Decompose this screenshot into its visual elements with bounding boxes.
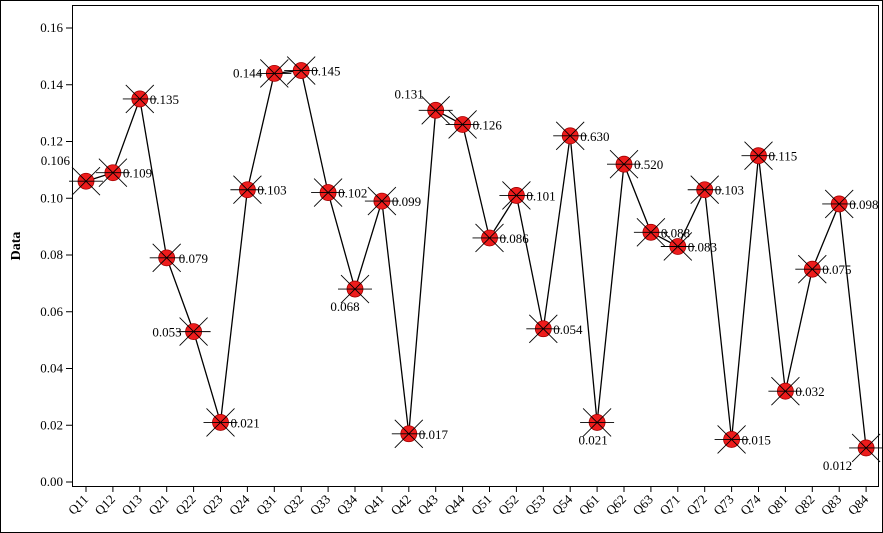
data-point xyxy=(230,175,265,205)
data-point xyxy=(687,175,722,205)
data-point xyxy=(741,141,776,171)
data-label: 0.109 xyxy=(123,166,152,181)
series-markers xyxy=(69,56,883,463)
data-label: 0.053 xyxy=(152,325,181,340)
data-point xyxy=(311,178,346,207)
data-label: 0.115 xyxy=(769,149,798,164)
data-label: 0.520 xyxy=(634,157,663,172)
data-label: 0.630 xyxy=(580,129,609,144)
data-label: 0.145 xyxy=(311,64,340,79)
data-point xyxy=(714,425,749,454)
data-label: 0.102 xyxy=(338,186,367,201)
y-tick-label: 0.00 xyxy=(40,474,63,489)
data-label: 0.098 xyxy=(849,197,878,212)
data-point xyxy=(149,243,184,273)
data-label: 0.131 xyxy=(394,86,423,101)
y-axis: 0.00 0.02 0.04 0.06 0.08 0.10 0.12 0.14 0.16 xyxy=(40,20,72,489)
y-tick-label: 0.14 xyxy=(40,77,63,92)
y-tick-label: 0.06 xyxy=(40,304,63,319)
data-point xyxy=(849,433,883,463)
data-labels: 0.106 0.109 0.135 0.079 0.053 0.021 0.103 0.144… xyxy=(41,64,879,473)
data-point xyxy=(580,408,615,437)
data-point xyxy=(364,186,399,216)
data-point xyxy=(284,56,319,85)
series-line xyxy=(85,69,867,448)
data-label: 0.068 xyxy=(330,299,359,314)
data-label: 0.103 xyxy=(715,183,744,198)
data-point xyxy=(633,217,668,247)
data-label: 0.075 xyxy=(822,262,851,277)
data-point xyxy=(768,376,803,406)
data-label: 0.106 xyxy=(41,153,71,168)
data-label: 0.099 xyxy=(392,194,421,209)
data-point xyxy=(795,254,830,284)
data-point xyxy=(526,314,561,344)
data-point xyxy=(257,59,292,88)
data-point xyxy=(445,110,480,139)
data-point xyxy=(472,223,507,253)
data-label: 0.021 xyxy=(231,415,260,430)
data-label: 0.088 xyxy=(661,225,690,240)
data-label: 0.054 xyxy=(553,322,583,337)
data-label: 0.144 xyxy=(233,65,263,80)
data-label: 0.126 xyxy=(473,117,503,132)
y-tick-label: 0.08 xyxy=(40,247,63,262)
data-point xyxy=(822,189,857,219)
data-label: 0.015 xyxy=(742,432,771,447)
data-label: 0.012 xyxy=(823,458,852,473)
y-tick-label: 0.12 xyxy=(40,134,63,149)
plot-area xyxy=(72,5,879,487)
data-point xyxy=(660,232,695,261)
data-point xyxy=(391,419,426,449)
data-point xyxy=(203,408,238,437)
data-point xyxy=(176,317,211,346)
data-label: 0.103 xyxy=(257,183,286,198)
data-point xyxy=(499,181,534,210)
data-label: 0.083 xyxy=(688,239,717,254)
data-point xyxy=(553,121,588,151)
data-point xyxy=(95,158,130,188)
data-point xyxy=(418,95,453,125)
data-label: 0.135 xyxy=(150,92,179,107)
data-label: 0.101 xyxy=(526,188,555,203)
data-point xyxy=(69,166,103,196)
y-tick-label: 0.16 xyxy=(40,20,63,35)
data-label: 0.032 xyxy=(795,384,824,399)
y-tick-label: 0.10 xyxy=(40,190,63,205)
series-path xyxy=(85,69,867,448)
data-label: 0.021 xyxy=(578,432,607,447)
y-axis-label: Data xyxy=(9,232,24,261)
data-point xyxy=(122,84,157,114)
y-tick-label: 0.02 xyxy=(40,417,63,432)
data-label: 0.086 xyxy=(500,231,530,246)
data-label: 0.017 xyxy=(419,427,449,442)
data-label: 0.079 xyxy=(179,251,208,266)
data-point xyxy=(607,149,641,179)
y-tick-label: 0.04 xyxy=(40,361,63,376)
data-point xyxy=(338,274,372,304)
